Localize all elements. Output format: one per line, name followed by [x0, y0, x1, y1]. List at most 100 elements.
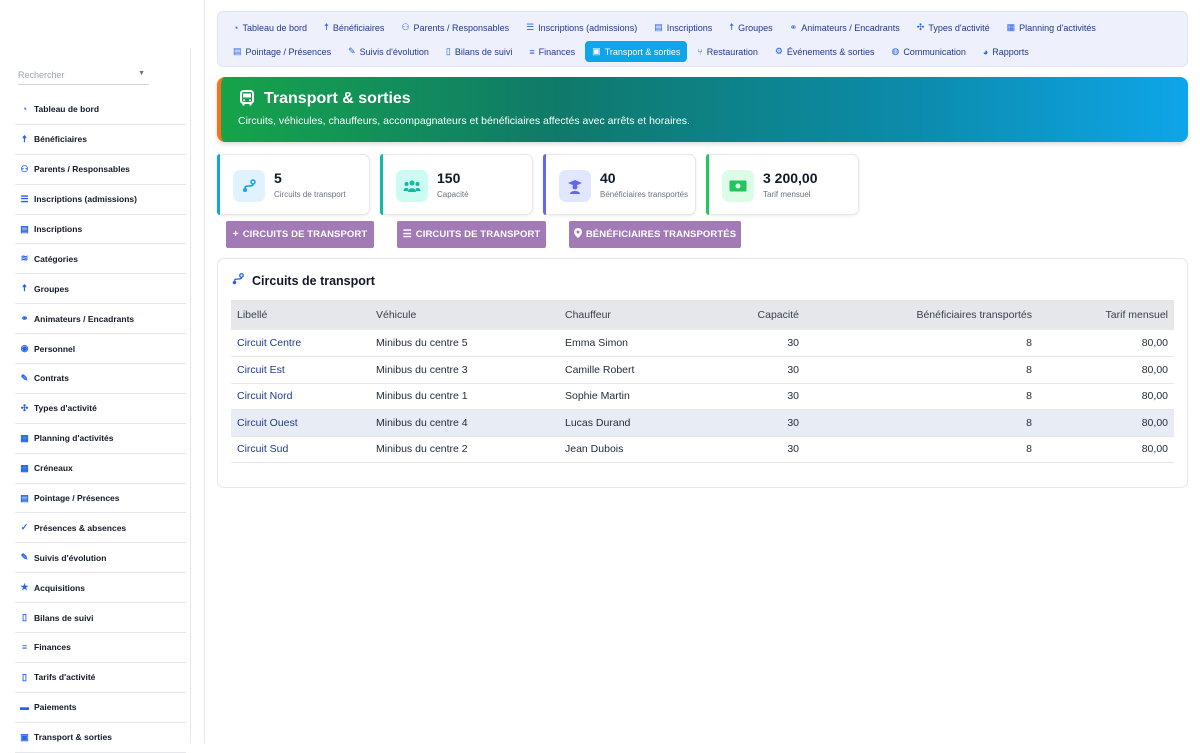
sidebar-item-label: Bilans de suivi — [34, 612, 94, 623]
table-cell: 80,00 — [1038, 356, 1174, 384]
sidebar-item-5[interactable]: ≋ Catégories — [15, 244, 186, 275]
tab-row1-2[interactable]: ⚇ Parents / Responsables — [394, 17, 516, 38]
gauge-icon: ◔ — [233, 22, 239, 33]
star-icon: ★ — [20, 582, 29, 593]
column-header-label[interactable]: Libellé — [237, 309, 268, 321]
tab-row2-5[interactable]: ⑂ Restauration — [690, 41, 764, 62]
table-cell: Minibus du centre 2 — [370, 436, 559, 463]
sidebar-divider — [190, 48, 191, 743]
stat-accent-bar — [543, 154, 546, 215]
coins-icon: ≡ — [529, 46, 535, 57]
sidebar-item-15[interactable]: ✎ Suivis d'évolution — [15, 543, 186, 574]
tab-row2-1[interactable]: ✎ Suivis d'évolution — [341, 41, 436, 62]
sidebar-item-label: Inscriptions (admissions) — [34, 194, 137, 205]
sidebar-item-8[interactable]: ◉ Personnel — [15, 334, 186, 365]
tab-row1-6[interactable]: ⚭ Animateurs / Encadrants — [783, 17, 907, 38]
clipboard-icon: ▤ — [20, 223, 29, 234]
add-circuit-button[interactable]: + CIRCUITS DE TRANSPORT — [226, 221, 374, 248]
sidebar-item-4[interactable]: ▤ Inscriptions — [15, 215, 186, 245]
tab-label: Planning d'activités — [1019, 22, 1096, 33]
tab-row2-0[interactable]: ▤ Pointage / Présences — [226, 41, 338, 62]
column-header-beneficiaries[interactable]: Bénéficiaires transportés — [916, 309, 1032, 321]
sidebar-item-9[interactable]: ✎ Contrats — [15, 364, 186, 394]
tab-row2-8[interactable]: ◕ Rapports — [976, 41, 1036, 62]
tab-label: Parents / Responsables — [413, 22, 510, 33]
tab-row2-4[interactable]: ▣ Transport & sorties — [585, 41, 688, 62]
table-cell: 80,00 — [1038, 330, 1174, 357]
tab-row2-6[interactable]: ⚙ Événements & sorties — [768, 41, 882, 62]
sidebar-item-16[interactable]: ★ Acquisitions — [15, 573, 186, 604]
tab-row1-7[interactable]: ✣ Types d'activité — [910, 17, 997, 38]
users-icon: ⚇ — [401, 22, 410, 32]
circuit-link[interactable]: Circuit Centre — [231, 330, 370, 357]
stat-label: Circuits de transport — [274, 190, 346, 199]
table-row[interactable]: Circuit Nord Minibus du centre 1 Sophie Ma… — [231, 383, 1174, 410]
tab-row2-7[interactable]: ◍ Communication — [884, 41, 972, 62]
money-icon: ▬ — [20, 701, 29, 712]
tab-label: Groupes — [738, 22, 773, 33]
table-cell: 30 — [699, 383, 805, 410]
sidebar-item-21[interactable]: ▣ Transport & sorties — [15, 723, 186, 753]
sidebar-item-0[interactable]: ◔ Tableau de bord — [15, 95, 186, 125]
list-icon: ☰ — [526, 22, 535, 32]
sidebar-item-7[interactable]: ⚭ Animateurs / Encadrants — [15, 304, 186, 335]
stat-card-capacity: 150 Capacité — [380, 154, 533, 215]
layers-icon: ≋ — [20, 253, 29, 264]
tab-label: Pointage / Présences — [245, 46, 332, 57]
sidebar-item-10[interactable]: ✣ Types d'activité — [15, 394, 186, 424]
sidebar-item-12[interactable]: ▦ Créneaux — [15, 454, 186, 484]
tab-row1-1[interactable]: ☨ Bénéficiaires — [317, 17, 391, 38]
tab-row1-0[interactable]: ◔ Tableau de bord — [226, 17, 314, 38]
list-circuits-button[interactable]: ☰ CIRCUITS DE TRANSPORT — [397, 221, 546, 248]
user-icon: ◉ — [20, 343, 29, 354]
sidebar-item-label: Parents / Responsables — [34, 164, 130, 175]
file-icon: ▯ — [445, 46, 451, 56]
sidebar-search-select[interactable]: Rechercher ▼ — [18, 66, 149, 85]
tab-row1-3[interactable]: ☰ Inscriptions (admissions) — [519, 17, 644, 38]
top-nav-row-2: ▤ Pointage / Présences ✎ Suivis d'évolution… — [226, 41, 1039, 62]
circuit-link[interactable]: Circuit Ouest — [231, 409, 370, 437]
map-marker-icon — [573, 228, 582, 241]
stat-value: 3 200,00 — [763, 170, 818, 186]
sidebar-item-3[interactable]: ☰ Inscriptions (admissions) — [15, 185, 186, 215]
column-header-capacity[interactable]: Capacité — [757, 309, 799, 321]
sidebar-item-18[interactable]: ≡ Finances — [15, 633, 186, 663]
sidebar-item-20[interactable]: ▬ Paiements — [15, 693, 186, 723]
circuit-link[interactable]: Circuit Est — [231, 356, 370, 384]
table-row[interactable]: Circuit Centre Minibus du centre 5 Emma Si… — [231, 330, 1174, 357]
sidebar-item-11[interactable]: ▦ Planning d'activités — [15, 424, 186, 454]
circuits-table: Libellé Véhicule Chauffeur Capacité Béné… — [231, 300, 1174, 463]
circuit-link[interactable]: Circuit Sud — [231, 436, 370, 463]
tab-row2-2[interactable]: ▯ Bilans de suivi — [439, 41, 519, 62]
sidebar-item-1[interactable]: ☨ Bénéficiaires — [15, 125, 186, 155]
tab-row2-3[interactable]: ≡ Finances — [522, 41, 582, 62]
sidebar-item-17[interactable]: ▯ Bilans de suivi — [15, 603, 186, 634]
top-nav-row-1: ◔ Tableau de bord ☨ Bénéficiaires ⚇ Parents /… — [226, 17, 1106, 38]
sidebar-item-2[interactable]: ⚇ Parents / Responsables — [15, 155, 186, 185]
table-row[interactable]: Circuit Ouest Minibus du centre 4 Lucas Du… — [231, 409, 1174, 437]
column-header-driver[interactable]: Chauffeur — [565, 309, 611, 321]
sidebar-item-label: Types d'activité — [34, 403, 97, 414]
column-header-monthly-fee[interactable]: Tarif mensuel — [1105, 309, 1168, 321]
sidebar-item-19[interactable]: ▯ Tarifs d'activité — [15, 663, 186, 693]
stat-label: Bénéficiaires transportés — [600, 190, 689, 199]
table-row[interactable]: Circuit Sud Minibus du centre 2 Jean Duboi… — [231, 436, 1174, 463]
sidebar-item-6[interactable]: ☨ Groupes — [15, 274, 186, 305]
sidebar-item-14[interactable]: ✓ Présences & absences — [15, 513, 186, 544]
transported-beneficiaries-button[interactable]: BÉNÉFICIAIRES TRANSPORTÉS — [569, 221, 741, 248]
tab-label: Inscriptions (admissions) — [538, 22, 638, 33]
tab-label: Animateurs / Encadrants — [801, 22, 900, 33]
users-icon — [396, 170, 428, 202]
table-row[interactable]: Circuit Est Minibus du centre 3 Camille Ro… — [231, 356, 1174, 384]
tab-row1-4[interactable]: ▤ Inscriptions — [647, 17, 719, 38]
tab-row1-5[interactable]: ☨ Groupes — [722, 17, 779, 38]
circuit-link[interactable]: Circuit Nord — [231, 383, 370, 410]
column-header-vehicle[interactable]: Véhicule — [376, 309, 417, 321]
route-icon — [233, 170, 265, 202]
sidebar-item-13[interactable]: ▤ Pointage / Présences — [15, 484, 186, 514]
clipboard-icon: ▤ — [20, 492, 29, 503]
plus-icon: + — [232, 229, 239, 240]
tab-row1-8[interactable]: ▦ Planning d'activités — [1000, 17, 1103, 38]
circuits-panel: Circuits de transport Libellé Véhicule C… — [217, 258, 1188, 488]
table-body: Circuit Centre Minibus du centre 5 Emma Si… — [231, 330, 1174, 463]
